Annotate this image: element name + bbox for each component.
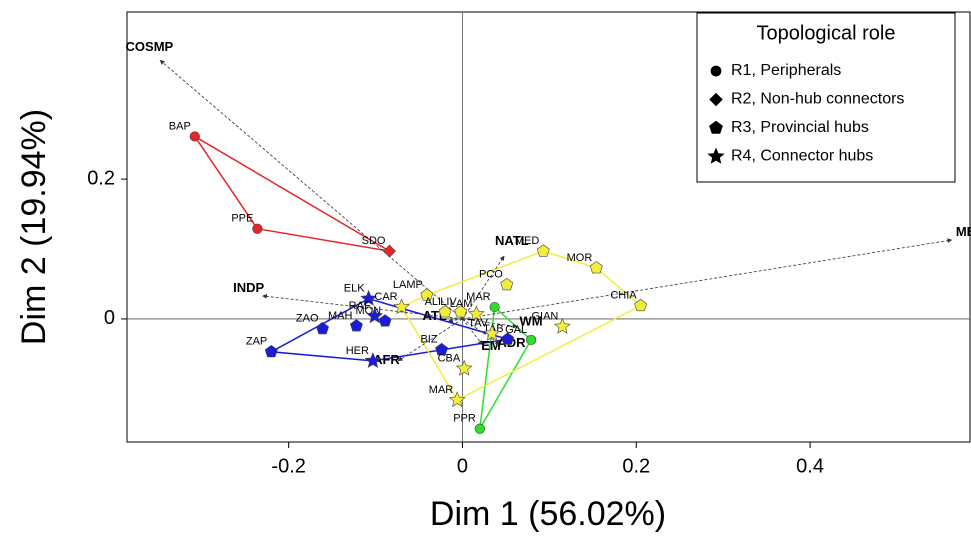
point-label: HER: [346, 345, 369, 357]
point-marker: [474, 423, 485, 434]
point-label: MED: [515, 235, 540, 247]
point-label: PPR: [453, 413, 476, 425]
y-tick-label: 0: [104, 307, 115, 329]
y-tick-label: 0.2: [87, 167, 115, 189]
legend-label: R3, Provincial hubs: [731, 119, 869, 136]
point-marker: [554, 317, 571, 334]
plot-frame: [126, 11, 971, 443]
loading-arrow: [462, 318, 483, 346]
legend-marker: [707, 147, 725, 164]
point-label: ZAP: [246, 336, 267, 348]
point-marker: [364, 352, 382, 369]
vector-label: WM: [520, 313, 543, 328]
group-hull: [479, 305, 533, 430]
point-label: MAR: [466, 291, 491, 303]
point-marker: [589, 261, 603, 274]
point-label: MOR: [567, 252, 593, 264]
x-tick-label: 0: [457, 455, 468, 477]
legend-box: [696, 12, 956, 183]
loading-arrow: [462, 318, 518, 329]
x-tick-label: 0.4: [796, 455, 824, 477]
point-label: CBA: [438, 352, 461, 364]
loading-arrow: [462, 238, 953, 320]
loading-arrow: [462, 255, 505, 320]
point-label: ALI: [425, 296, 442, 308]
point-marker: [264, 345, 278, 358]
point-label: GIAN: [531, 311, 558, 323]
y-axis-title: Dim 2 (19.94%): [15, 109, 53, 345]
group-hull: [194, 135, 390, 252]
point-marker: [252, 223, 263, 234]
legend-marker: [709, 92, 723, 107]
point-marker: [634, 298, 648, 312]
point-marker: [501, 332, 515, 345]
point-marker: [360, 289, 377, 306]
point-marker: [189, 131, 200, 142]
legend-label: R2, Non-hub connectors: [731, 91, 904, 108]
loading-arrow: [462, 318, 501, 345]
point-marker: [448, 391, 466, 408]
vector-label: NATL: [495, 233, 529, 248]
point-marker: [420, 288, 434, 301]
vector-label: INDP: [233, 280, 264, 295]
point-label: TAV: [468, 318, 488, 330]
point-marker: [393, 298, 410, 315]
loading-arrow: [159, 59, 463, 320]
point-marker: [349, 319, 363, 332]
loading-arrow: [397, 318, 463, 362]
point-label: CHIA: [610, 290, 637, 302]
point-label: LIV: [440, 296, 457, 308]
vector-label: COSMP: [126, 39, 174, 54]
point-marker: [438, 305, 452, 318]
loading-arrow: [262, 293, 463, 320]
point-marker: [489, 301, 500, 313]
legend-marker: [709, 120, 723, 134]
point-marker: [500, 277, 514, 291]
point-label: BAP: [169, 120, 191, 132]
point-marker: [435, 342, 449, 356]
legend-title: Topological role: [757, 22, 896, 44]
point-label: LAMP: [393, 279, 423, 291]
point-marker: [536, 244, 550, 257]
point-marker: [378, 314, 392, 327]
point-label: RAF: [349, 300, 371, 312]
loading-arrow: [448, 318, 463, 323]
point-label: PCO: [479, 269, 503, 281]
point-label: PPE: [231, 213, 253, 225]
vector-label: AFR: [373, 352, 400, 367]
point-marker: [383, 244, 396, 258]
vector-label: ME: [956, 224, 971, 239]
point-marker: [366, 307, 384, 324]
point-label: ZAO: [296, 313, 319, 325]
point-label: MAH: [328, 310, 353, 322]
point-label: ELK: [344, 283, 365, 295]
point-marker: [455, 359, 473, 376]
x-tick-label: -0.2: [271, 455, 305, 477]
point-label: CAR: [374, 291, 397, 303]
point-marker: [483, 324, 501, 341]
point-marker: [468, 305, 485, 322]
x-axis-title: Dim 1 (56.02%): [430, 495, 666, 533]
point-label: LAM: [450, 298, 473, 310]
legend-marker: [710, 65, 722, 77]
point-label: BIZ: [420, 334, 437, 346]
point-label: GAL: [505, 324, 527, 336]
point-marker: [316, 321, 329, 335]
point-label: SDO: [362, 235, 386, 247]
legend-label: R4, Connector hubs: [731, 148, 873, 165]
x-tick-label: 0.2: [622, 455, 650, 477]
point-marker: [454, 305, 468, 318]
point-label: MAR: [429, 384, 454, 396]
point-marker: [526, 334, 537, 346]
legend-label: R1, Peripherals: [731, 62, 841, 79]
